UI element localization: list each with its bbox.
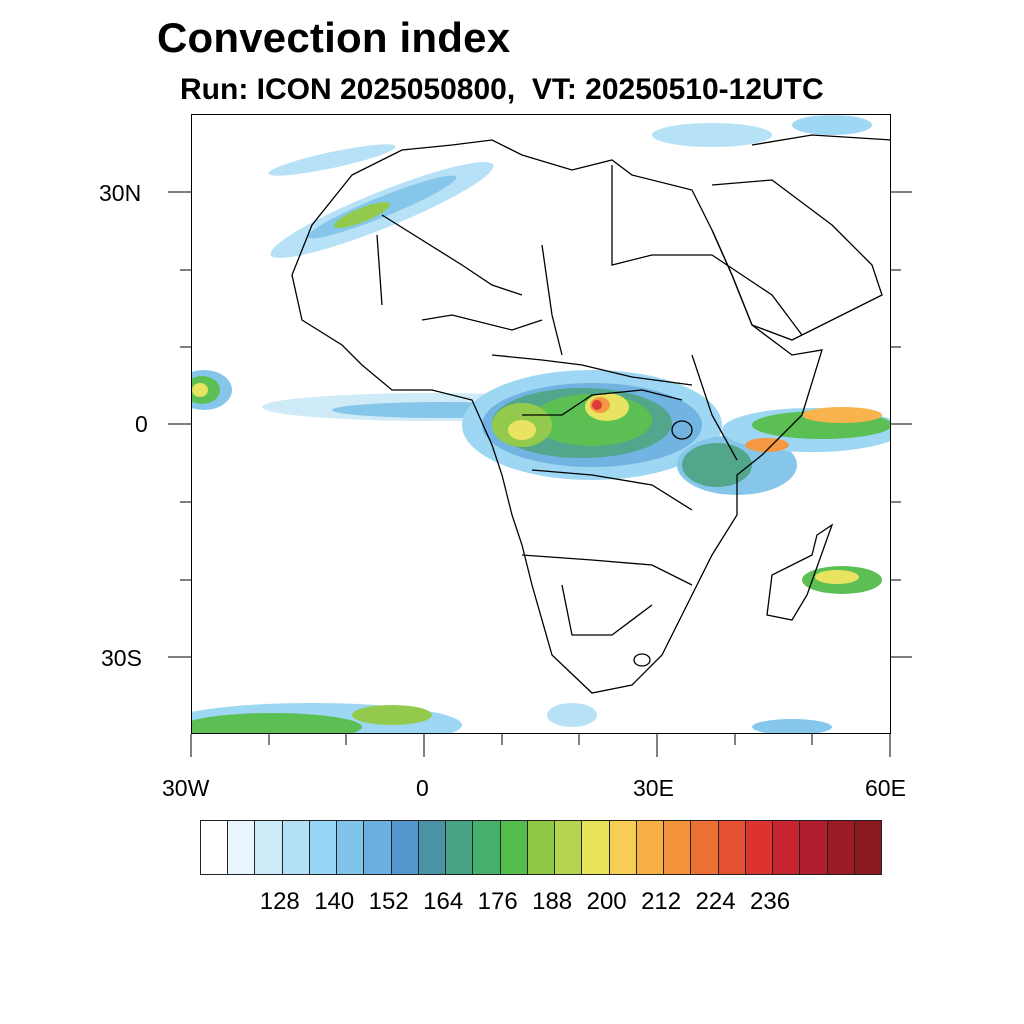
colorbar-swatch [499, 820, 528, 875]
colorbar-swatch [390, 820, 419, 875]
colorbar-label: 176 [477, 888, 518, 915]
colorbar-swatch [336, 820, 365, 875]
colorbar-swatch [554, 820, 583, 875]
colorbar-swatch [417, 820, 447, 875]
colorbar-swatch [526, 820, 556, 875]
colorbar-swatch [663, 820, 692, 875]
colorbar [200, 820, 882, 875]
colorbar-swatch [254, 820, 283, 875]
colorbar-label: 140 [314, 888, 355, 915]
lon-tick-label: 60E [865, 775, 906, 801]
lon-tick-label: 30E [633, 775, 674, 801]
colorbar-swatch [363, 820, 392, 875]
colorbar-swatch [200, 820, 229, 875]
colorbar-label: 200 [586, 888, 627, 915]
map-title: Convection index [157, 14, 511, 61]
colorbar-label: 164 [423, 888, 464, 915]
colorbar-label: 212 [641, 888, 682, 915]
colorbar-label: 128 [259, 888, 300, 915]
lat-tick-label: 30S [101, 645, 142, 671]
lon-tick-label: 30W [162, 775, 210, 801]
colorbar-swatch [308, 820, 338, 875]
colorbar-swatch [227, 820, 256, 875]
map-panel [191, 114, 891, 734]
colorbar-swatch [635, 820, 665, 875]
lon-tick-label: 0 [416, 775, 429, 801]
convection-map [192, 115, 890, 733]
colorbar-label: 236 [750, 888, 791, 915]
convection-shading [192, 115, 890, 733]
colorbar-swatch [826, 820, 855, 875]
colorbar-swatch [608, 820, 637, 875]
colorbar-swatch [281, 820, 310, 875]
map-subtitle: Run: ICON 2025050800, VT: 20250510-12UTC [180, 73, 824, 106]
lat-tick-label: 30N [99, 180, 142, 206]
colorbar-label: 224 [695, 888, 736, 915]
colorbar-swatch [799, 820, 828, 875]
colorbar-swatch [472, 820, 501, 875]
colorbar-label: 152 [368, 888, 409, 915]
lat-tick-label: 0 [135, 411, 148, 437]
colorbar-swatch [744, 820, 774, 875]
colorbar-swatch [853, 820, 882, 875]
colorbar-swatch [772, 820, 801, 875]
colorbar-swatch [717, 820, 746, 875]
colorbar-label: 188 [532, 888, 573, 915]
coastlines [291, 134, 890, 694]
colorbar-swatch [581, 820, 610, 875]
colorbar-swatch [690, 820, 719, 875]
colorbar-swatch [445, 820, 474, 875]
